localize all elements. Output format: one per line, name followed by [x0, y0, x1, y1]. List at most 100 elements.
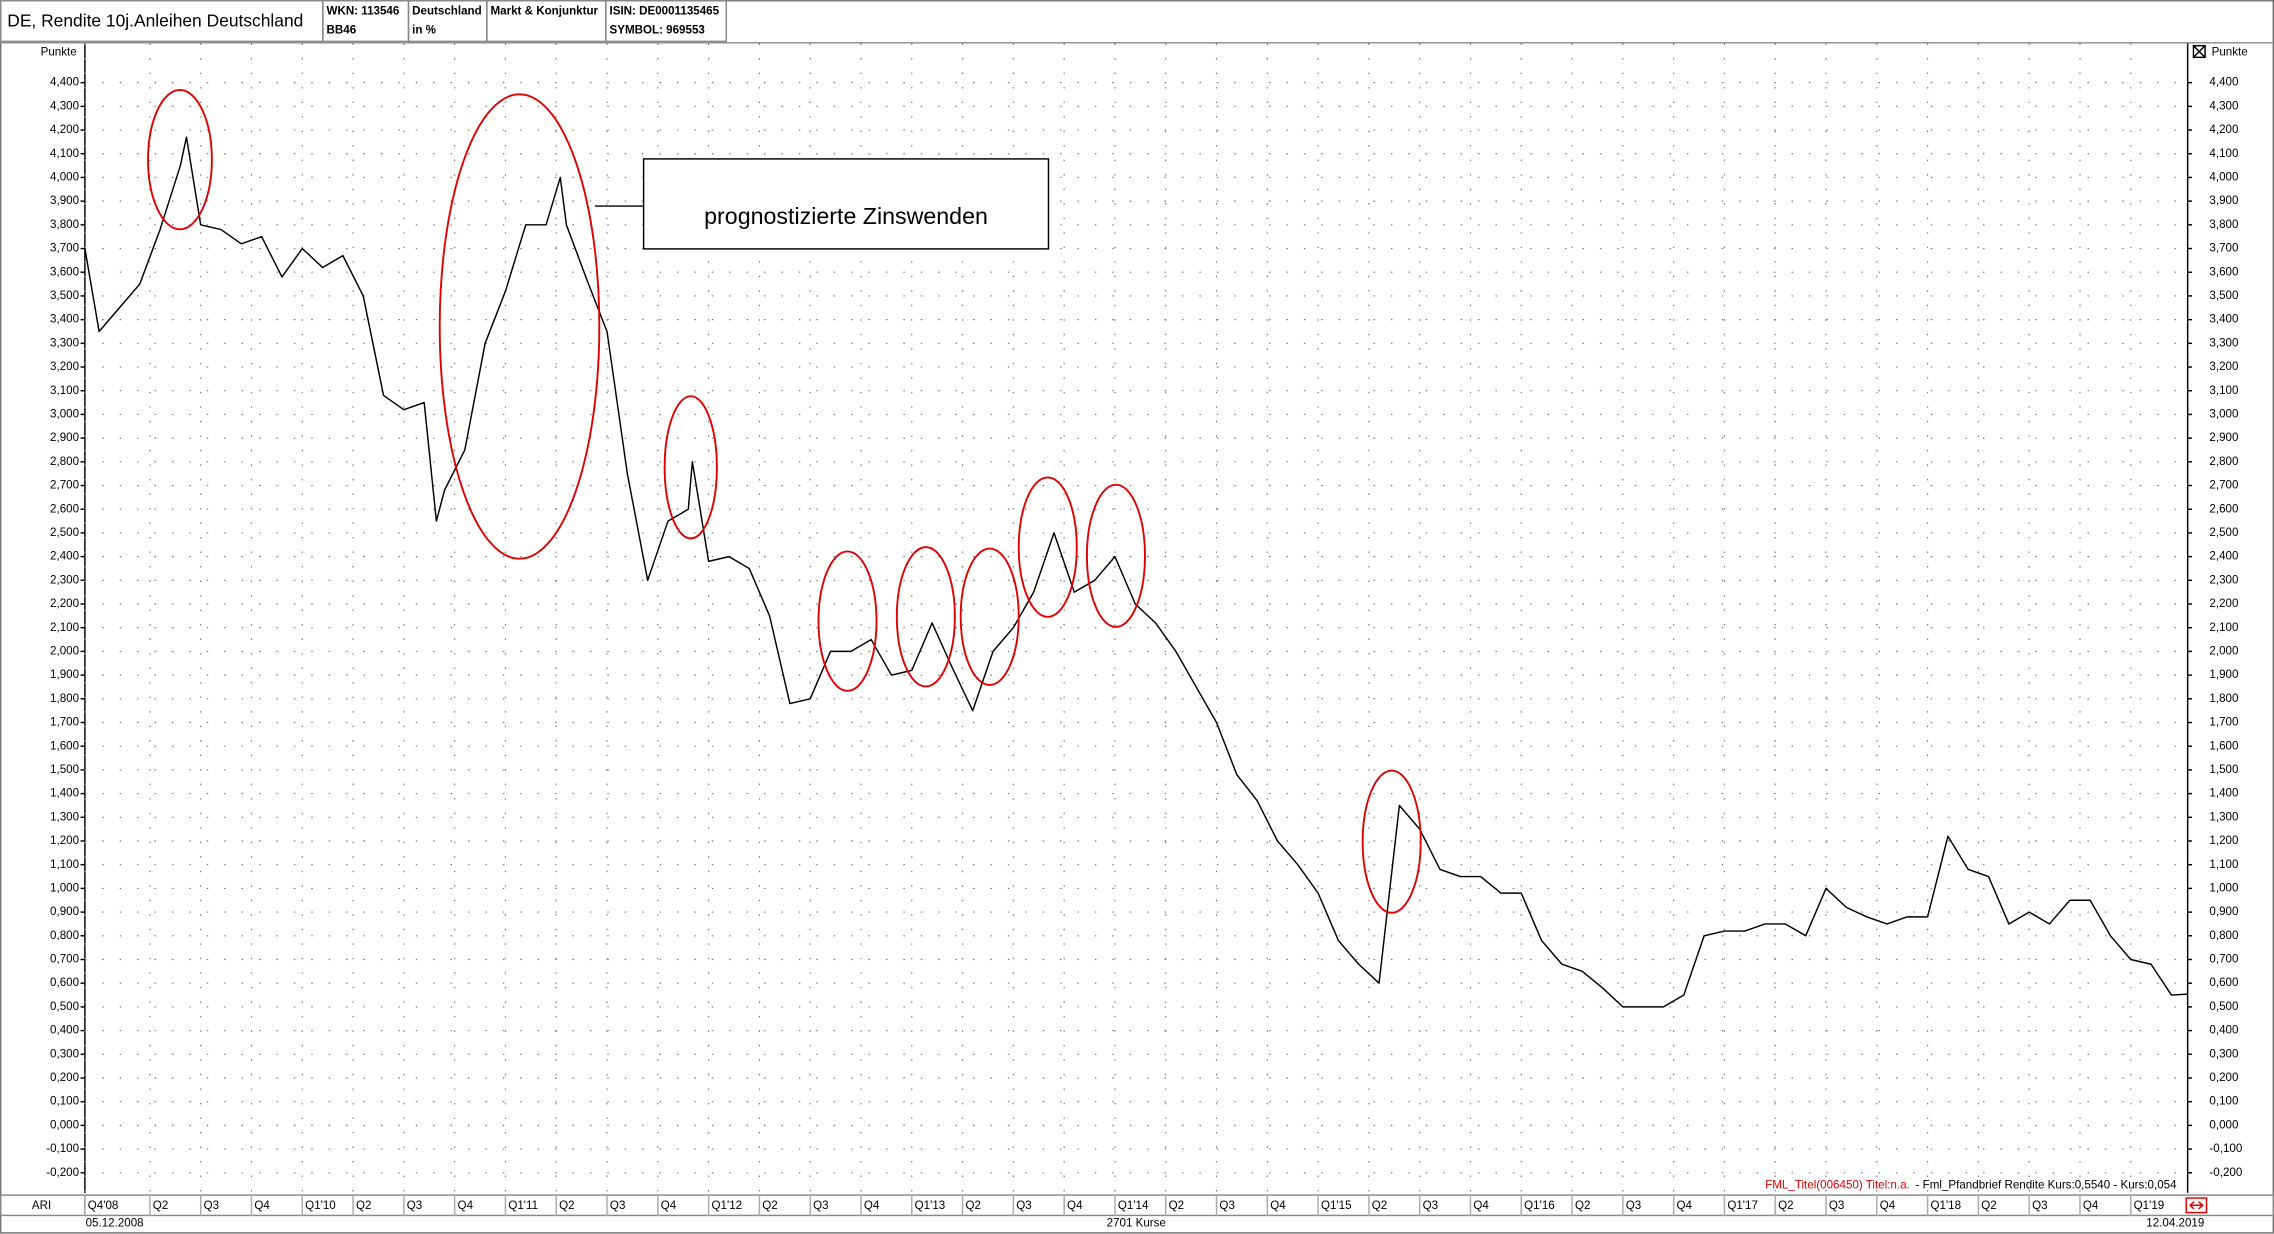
- y-tick-label: 1,700: [50, 716, 79, 729]
- x-tick-label: Q2: [153, 1199, 168, 1212]
- legend-detail: - Fml_Pfandbrief Rendite Kurs:0,5540 - K…: [1916, 1179, 2178, 1192]
- y-tick-label: 2,500: [2209, 526, 2238, 539]
- y-tick-label: 3,600: [2209, 265, 2238, 278]
- scroll-arrows[interactable]: [2185, 1197, 2208, 1214]
- y-tick-label: -0,100: [46, 1142, 79, 1155]
- x-axis-bar: [0, 1194, 2274, 1217]
- y-tick-label: 3,200: [2209, 360, 2238, 373]
- close-icon[interactable]: [2192, 44, 2206, 59]
- header-cell: [605, 0, 728, 43]
- y-tick-label: 1,100: [50, 858, 79, 871]
- x-tick-label: Q4: [1067, 1199, 1083, 1212]
- annotation-box: [642, 158, 1050, 250]
- x-tick-label: Q3: [1016, 1199, 1031, 1212]
- y-tick-label: 1,900: [2209, 668, 2238, 681]
- x-tick-label: Q4: [458, 1199, 474, 1212]
- y-tick-label: 3,700: [50, 242, 79, 255]
- y-tick-label: 4,000: [2209, 170, 2238, 183]
- y-tick-label: 2,200: [2209, 597, 2238, 610]
- y-tick-label: 0,000: [50, 1118, 79, 1131]
- y-tick-label: 0,700: [2209, 953, 2238, 966]
- x-tick-label: Q2: [1981, 1199, 1996, 1212]
- y-tick-label: 2,400: [2209, 550, 2238, 563]
- y-tick-label: 3,400: [50, 313, 79, 326]
- y-tick-label: 0,100: [50, 1095, 79, 1108]
- x-tick-label: Q3: [1219, 1199, 1234, 1212]
- y-tick-label: 3,500: [50, 289, 79, 302]
- header-text: WKN: 113546: [327, 5, 400, 18]
- x-tick-label: Q3: [1829, 1199, 1844, 1212]
- header-text: Markt & Konjunktur: [490, 5, 598, 18]
- x-tick-label: Q4: [2083, 1199, 2099, 1212]
- y-tick-label: 2,300: [50, 573, 79, 586]
- y-tick-label: 1,800: [50, 692, 79, 705]
- x-tick-label: Q2: [1372, 1199, 1387, 1212]
- highlight: [438, 93, 601, 560]
- y-tick-label: 2,800: [50, 455, 79, 468]
- indicator-label: ARI: [32, 1199, 51, 1212]
- y-tick-label: 3,500: [2209, 289, 2238, 302]
- highlight: [959, 547, 1020, 686]
- y-tick-label: -0,100: [2209, 1142, 2242, 1155]
- y-tick-label: 3,700: [2209, 242, 2238, 255]
- plot: [84, 136, 2188, 1008]
- y-tick-label: 3,800: [50, 218, 79, 231]
- y-tick-label: 2,400: [50, 550, 79, 563]
- y-tick-label: 2,800: [2209, 455, 2238, 468]
- highlight: [147, 89, 213, 231]
- y-tick-label: 4,100: [50, 147, 79, 160]
- y-tick-label: 0,700: [50, 953, 79, 966]
- y-tick-label: 2,300: [2209, 573, 2238, 586]
- y-tick-label: -0,200: [46, 1166, 79, 1179]
- header: [0, 0, 728, 43]
- y-tick-label: 4,400: [50, 76, 79, 89]
- y-tick-label: 0,600: [50, 976, 79, 989]
- x-tick-label: Q3: [1626, 1199, 1641, 1212]
- y-tick-label: 4,300: [50, 99, 79, 112]
- header-text: SYMBOL: 969553: [609, 24, 705, 37]
- x-tick-label: Q2: [559, 1199, 574, 1212]
- x-tick-label: Q3: [610, 1199, 625, 1212]
- y-tick-label: 1,200: [50, 834, 79, 847]
- y-tick-label: 3,200: [50, 360, 79, 373]
- scroll-arrow[interactable]: [2189, 1201, 2204, 1210]
- y-tick-label: 2,900: [2209, 431, 2238, 444]
- y-tick-label: 1,400: [2209, 787, 2238, 800]
- y-tick-label: 2,100: [50, 621, 79, 634]
- x-tick-label: Q2: [1169, 1199, 1184, 1212]
- y-tick-label: 2,700: [2209, 479, 2238, 492]
- x-tick-label: Q2: [356, 1199, 371, 1212]
- x-tick-label: Q1'12: [712, 1199, 743, 1212]
- highlight: [817, 550, 878, 692]
- legend-title: FML_Titel(006450) Titel:n.a.: [1765, 1179, 1910, 1192]
- y-tick-label: 1,600: [2209, 739, 2238, 752]
- x-tick-label: Q1'11: [508, 1199, 538, 1212]
- y-tick-label: 0,300: [2209, 1047, 2238, 1060]
- close-cross[interactable]: [2193, 45, 2205, 58]
- y-tick-label: 1,500: [50, 763, 79, 776]
- y-tick-label: 0,600: [2209, 976, 2238, 989]
- y-tick-label: 0,900: [2209, 905, 2238, 918]
- x-tick-label: Q4: [254, 1199, 270, 1212]
- header-text: Deutschland: [412, 5, 482, 18]
- x-tick-label: Q3: [204, 1199, 219, 1212]
- highlight: [1017, 476, 1078, 618]
- x-tick-label: Q1'17: [1727, 1199, 1758, 1212]
- highlight: [1361, 769, 1422, 914]
- x-tick-label: Q1'15: [1321, 1199, 1352, 1212]
- y-tick-label: 3,600: [50, 265, 79, 278]
- y-tick-label: 2,600: [50, 502, 79, 515]
- y-axis-label: Punkte: [2212, 45, 2248, 58]
- x-tick-label: Q1'13: [915, 1199, 946, 1212]
- y-tick-label: 1,100: [2209, 858, 2238, 871]
- y-axis-label: Punkte: [41, 45, 77, 58]
- x-tick-label: Q3: [813, 1199, 828, 1212]
- y-tick-label: 2,100: [2209, 621, 2238, 634]
- y-tick-label: 3,800: [2209, 218, 2238, 231]
- x-tick-label: Q1'14: [1118, 1199, 1149, 1212]
- x-tick-label: Q1'16: [1524, 1199, 1555, 1212]
- y-tick-label: 2,500: [50, 526, 79, 539]
- chart-title: DE, Rendite 10j.Anleihen Deutschland: [7, 10, 303, 30]
- x-tick-label: Q2: [762, 1199, 777, 1212]
